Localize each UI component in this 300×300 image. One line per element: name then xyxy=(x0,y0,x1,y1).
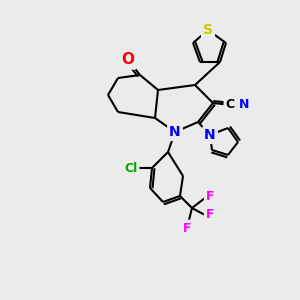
Text: N: N xyxy=(239,98,249,110)
Text: F: F xyxy=(206,190,214,202)
Text: F: F xyxy=(183,221,191,235)
Text: N: N xyxy=(204,128,216,142)
Text: F: F xyxy=(206,208,214,221)
Text: Cl: Cl xyxy=(124,161,138,175)
Text: N: N xyxy=(169,125,181,139)
Text: C: C xyxy=(225,98,235,112)
Text: S: S xyxy=(203,23,213,37)
Text: O: O xyxy=(122,52,134,68)
